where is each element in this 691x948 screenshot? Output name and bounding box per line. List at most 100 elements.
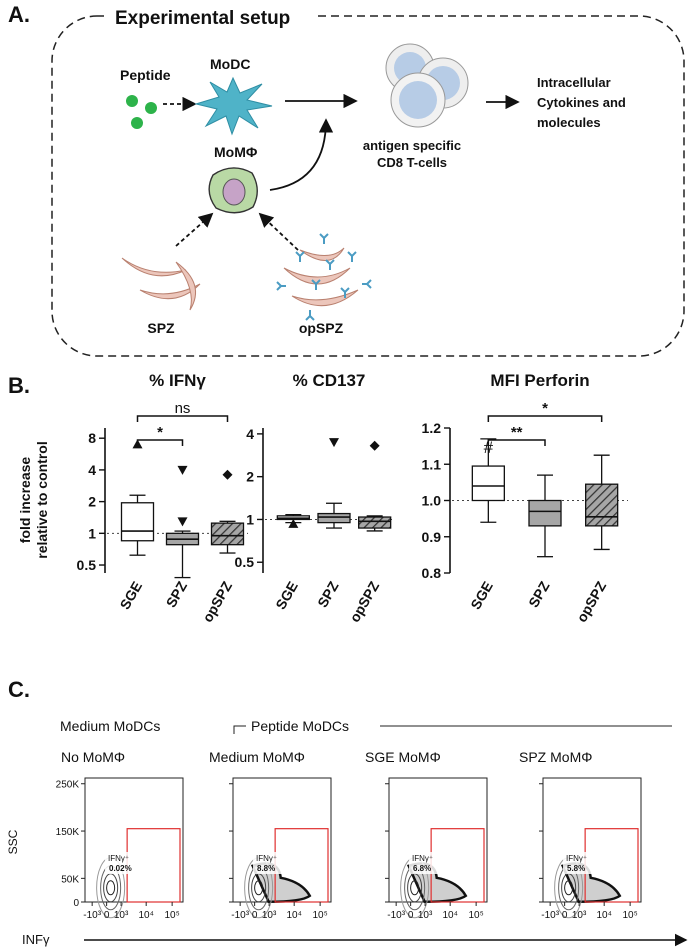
x-tick-label: 10⁵ <box>164 910 179 921</box>
panel-label: C. <box>8 677 30 702</box>
panel-title: Experimental setup <box>115 8 290 29</box>
x-tick-label: opSPZ <box>573 578 609 625</box>
y-tick-label: 0 <box>73 898 79 909</box>
gate-label-backdrop <box>253 852 283 874</box>
gate-value: 5.8% <box>567 864 585 873</box>
x-tick-label: opSPZ <box>199 578 235 625</box>
gate-label: IFNγ⁺ <box>566 854 587 863</box>
x-tick-label: 10⁴ <box>596 910 611 921</box>
y-axis-title: SSC <box>6 829 20 854</box>
y-tick-label: 1.2 <box>422 420 442 436</box>
significance-label: * <box>157 424 163 441</box>
plot-title: No MoMΦ <box>61 749 125 765</box>
significance-bracket <box>487 439 546 446</box>
box <box>210 522 245 546</box>
outlier <box>177 517 188 527</box>
peptide-label: Peptide <box>120 67 171 83</box>
panel-label: A. <box>8 2 30 27</box>
x-tick-label: 0 <box>104 910 110 921</box>
outlier <box>177 465 188 475</box>
x-tick-label: SPZ <box>525 578 553 610</box>
y-tick-label: 1.0 <box>422 493 442 509</box>
x-tick-label: 10³ <box>418 910 433 921</box>
contour <box>106 880 116 896</box>
box <box>528 499 562 527</box>
x-tick-label: -10³ <box>83 910 101 921</box>
contour <box>254 880 264 896</box>
x-tick-label: 10⁴ <box>442 910 457 921</box>
gate-label-backdrop <box>409 852 439 874</box>
gate-label: IFNγ⁺ <box>412 854 433 863</box>
y-axis-title: fold increase <box>17 457 33 544</box>
x-tick-label: 0 <box>252 910 258 921</box>
spz-label: SPZ <box>147 320 175 336</box>
plot-frame <box>84 777 184 903</box>
x-tick-label: 10³ <box>114 910 129 921</box>
x-tick-label: opSPZ <box>346 578 382 625</box>
gate-value: 8.8% <box>257 864 275 873</box>
readout-label: Cytokines and <box>537 95 626 110</box>
y-tick-label: 2 <box>88 494 96 510</box>
x-tick-label: 10⁵ <box>312 910 327 921</box>
arrow <box>175 212 214 247</box>
x-axis-title: INFγ <box>22 932 50 947</box>
gate-value: 0.02% <box>109 864 132 873</box>
gate-label: IFNγ⁺ <box>256 854 277 863</box>
group-label: Medium MoDCs <box>60 718 160 734</box>
t-cell-label: CD8 T-cells <box>377 155 447 170</box>
modc-label: MoDC <box>210 56 250 72</box>
group-label: Peptide MoDCs <box>251 718 349 734</box>
box <box>585 483 619 527</box>
x-tick-label: SGE <box>272 579 301 613</box>
title-backdrop <box>104 4 314 30</box>
significance-bracket <box>136 439 184 446</box>
x-tick-label: -10³ <box>387 910 405 921</box>
setup-frame <box>51 15 685 357</box>
gate-label: IFNγ⁺ <box>108 854 129 863</box>
chart-title: % IFNγ <box>149 371 206 390</box>
x-tick-label: SPZ <box>314 578 342 610</box>
modc-cell <box>194 76 273 136</box>
readout-label: molecules <box>537 115 601 130</box>
gate-label-backdrop <box>563 852 593 874</box>
x-tick-label: SPZ <box>163 578 191 610</box>
box <box>120 502 155 542</box>
y-tick-label: 0.5 <box>235 554 255 570</box>
y-tick-label: 1 <box>88 525 96 541</box>
outlier <box>222 469 233 480</box>
significance-bracket <box>487 415 603 422</box>
peptides <box>126 95 157 129</box>
y-tick-label: 4 <box>246 426 254 442</box>
box <box>317 512 351 524</box>
chart-title: MFI Perforin <box>490 371 589 390</box>
y-tick-label: 1 <box>246 511 254 527</box>
y-axis-title: relative to control <box>34 441 50 558</box>
x-tick-label: SGE <box>116 579 145 613</box>
y-tick-label: 0.5 <box>77 557 97 573</box>
contour <box>410 880 420 896</box>
opsonized-sporozoites <box>276 233 372 321</box>
sporozoites <box>121 257 201 311</box>
x-tick-label: -10³ <box>231 910 249 921</box>
significance-label: ns <box>175 400 191 417</box>
x-tick-label: SGE <box>467 579 496 613</box>
box <box>358 516 392 529</box>
contour <box>564 880 574 896</box>
plot-title: SPZ MoMΦ <box>519 749 592 765</box>
y-tick-label: 4 <box>88 462 96 478</box>
x-tick-label: 0 <box>408 910 414 921</box>
chart-title: % CD137 <box>293 371 366 390</box>
x-tick-label: 10³ <box>572 910 587 921</box>
arrow <box>269 118 334 191</box>
x-tick-label: 10⁵ <box>468 910 483 921</box>
significance-label: * <box>542 400 548 417</box>
x-tick-label: 10⁵ <box>622 910 637 921</box>
outlier <box>369 440 380 451</box>
outlier <box>329 438 339 448</box>
group-bracket <box>233 725 672 734</box>
panel-label: B. <box>8 373 30 398</box>
arrow <box>258 212 299 251</box>
significance-bracket <box>136 415 229 422</box>
